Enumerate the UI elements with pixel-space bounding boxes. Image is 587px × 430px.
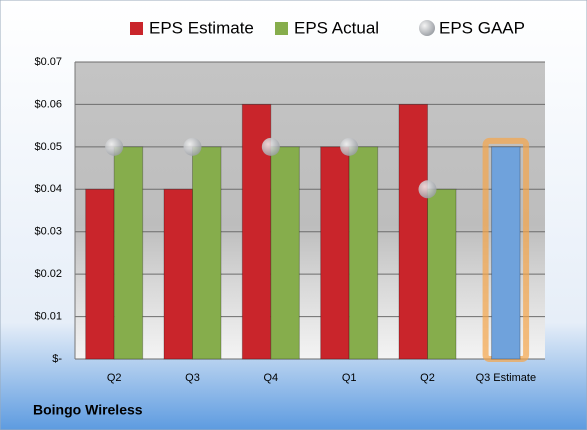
bar <box>427 188 457 360</box>
x-tick-label: Q2 <box>420 372 435 384</box>
x-tick-label: Q3 Estimate <box>476 372 537 384</box>
x-tick-label: Q4 <box>263 372 278 384</box>
y-tick-label: $0.06 <box>34 98 62 110</box>
y-tick-label: $- <box>52 353 62 365</box>
marker <box>105 137 124 156</box>
y-tick-label: $0.05 <box>34 141 62 153</box>
legend-marker <box>130 22 143 35</box>
bar <box>348 146 379 360</box>
bar <box>491 146 521 360</box>
legend-label: EPS GAAP <box>439 18 525 37</box>
y-tick-label: $0.07 <box>34 56 62 68</box>
bar <box>398 103 428 360</box>
y-tick-label: $0.02 <box>34 268 62 280</box>
legend-marker <box>275 22 288 35</box>
plot-area <box>75 62 545 359</box>
bar <box>163 188 193 360</box>
y-tick-label: $0.01 <box>34 310 62 322</box>
marker <box>418 180 437 199</box>
legend-label: EPS Estimate <box>149 18 254 37</box>
bar <box>113 146 144 360</box>
legend-marker <box>419 20 435 36</box>
marker <box>183 137 202 156</box>
y-tick-label: $0.03 <box>34 226 62 238</box>
marker <box>340 137 359 156</box>
x-tick-label: Q1 <box>342 372 357 384</box>
bar <box>85 188 115 360</box>
x-tick-label: Q3 <box>185 372 200 384</box>
y-tick-label: $0.04 <box>34 183 62 195</box>
marker <box>261 137 280 156</box>
x-tick-label: Q2 <box>107 372 122 384</box>
bar <box>192 146 222 360</box>
bar <box>320 146 350 360</box>
bar <box>270 146 300 360</box>
chart-title: Boingo Wireless <box>33 402 143 418</box>
legend-label: EPS Actual <box>294 18 379 37</box>
